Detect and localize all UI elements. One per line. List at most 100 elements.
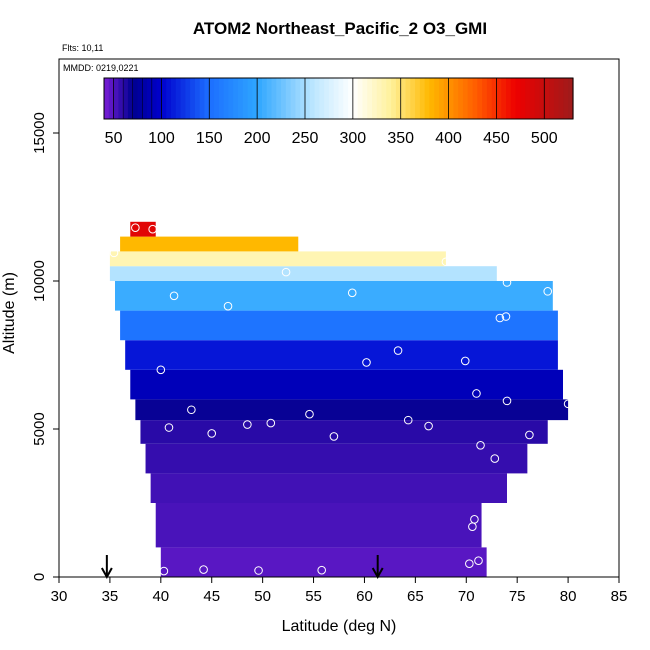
flight-point-33 bbox=[543, 287, 553, 296]
colorbar-segment-17 bbox=[185, 78, 191, 119]
colorbar-segment-52 bbox=[352, 78, 359, 119]
flight-point-32 bbox=[502, 278, 512, 287]
colorbar-segment-95 bbox=[558, 78, 565, 119]
colorbar-segment-1 bbox=[108, 78, 115, 119]
x-axis-label: Latitude (deg N) bbox=[282, 618, 397, 635]
flight-point-26 bbox=[393, 346, 403, 355]
colorbar-segment-46 bbox=[324, 78, 330, 119]
y-axis-label: Altitude (m) bbox=[1, 272, 18, 354]
field-layer-1 bbox=[155, 503, 482, 548]
flight-point-36 bbox=[109, 248, 119, 258]
colorbar-segment-50 bbox=[343, 78, 349, 119]
colorbar-segment-57 bbox=[376, 78, 383, 119]
colorbar-tick-label-200: 200 bbox=[244, 130, 271, 147]
colorbar-segment-62 bbox=[400, 78, 407, 119]
colorbar-segment-87 bbox=[520, 78, 526, 119]
colorbar-segment-64 bbox=[410, 78, 416, 119]
field-layer-8 bbox=[120, 310, 558, 341]
flight-point-38 bbox=[148, 224, 157, 234]
colorbar-segment-25 bbox=[223, 78, 230, 119]
colorbar-segment-93 bbox=[549, 78, 555, 119]
flight-point-15 bbox=[329, 432, 339, 441]
x-tick-label-85: 85 bbox=[611, 588, 628, 605]
colorbar-segment-84 bbox=[506, 78, 512, 119]
flight-point-10 bbox=[525, 430, 534, 440]
flight-point-17 bbox=[424, 421, 433, 431]
colorbar-segment-29 bbox=[242, 78, 249, 119]
flight-point-23 bbox=[156, 365, 166, 375]
flight-point-37 bbox=[131, 223, 140, 233]
colorbar-tick-label-150: 150 bbox=[196, 130, 223, 147]
colorbar-segment-82 bbox=[496, 78, 502, 119]
field-layer-5 bbox=[135, 399, 569, 421]
field-layer-12 bbox=[120, 236, 299, 252]
plot-frame bbox=[58, 58, 620, 578]
colorbar-tick-label-50: 50 bbox=[105, 130, 123, 147]
ozone-field bbox=[109, 221, 569, 577]
flight-point-34 bbox=[281, 267, 291, 277]
chart-title: ATOM2 Northeast_Pacific_2 O3_GMI bbox=[193, 19, 487, 38]
field-layer-6 bbox=[130, 369, 564, 400]
colorbar-segment-45 bbox=[319, 78, 325, 119]
colorbar-segment-94 bbox=[553, 78, 560, 119]
x-tick-label-80: 80 bbox=[560, 588, 577, 605]
field-layer-4 bbox=[140, 420, 548, 444]
flight-point-27 bbox=[495, 313, 505, 323]
flight-point-22 bbox=[472, 389, 481, 398]
colorbar-segment-88 bbox=[525, 78, 531, 119]
colorbar-segment-12 bbox=[161, 78, 167, 119]
x-tick-label-30: 30 bbox=[51, 588, 68, 605]
colorbar-segment-56 bbox=[372, 78, 378, 119]
flight-point-35 bbox=[441, 257, 451, 267]
colorbar: 50 100 150 200 250 300 350 400 450 500 bbox=[103, 77, 574, 147]
colorbar-segment-63 bbox=[405, 78, 411, 119]
flight-point-16 bbox=[403, 415, 413, 425]
colorbar-segment-72 bbox=[448, 78, 454, 119]
colorbar-segment-79 bbox=[482, 78, 488, 119]
x-tick-label-75: 75 bbox=[509, 588, 526, 605]
colorbar-segment-76 bbox=[467, 78, 474, 119]
colorbar-segment-68 bbox=[429, 78, 435, 119]
colorbar-segment-18 bbox=[190, 78, 196, 119]
flight-point-2 bbox=[254, 566, 263, 575]
colorbar-segment-44 bbox=[314, 78, 320, 119]
colorbar-segment-96 bbox=[563, 78, 569, 119]
colorbar-segment-78 bbox=[477, 78, 483, 119]
colorbar-segment-27 bbox=[233, 78, 239, 119]
flight-point-20 bbox=[502, 396, 512, 406]
colorbar-segment-31 bbox=[252, 78, 258, 119]
flight-point-0 bbox=[159, 566, 169, 576]
field-layer-13 bbox=[130, 221, 156, 237]
flight-point-12 bbox=[207, 429, 217, 438]
flight-point-18 bbox=[187, 405, 196, 415]
x-tick-label-60: 60 bbox=[356, 588, 373, 605]
flight-point-28 bbox=[501, 312, 511, 321]
colorbar-segment-0 bbox=[104, 78, 110, 119]
colorbar-frame bbox=[103, 77, 574, 120]
y-axis: 0 5000 10000 15000 bbox=[31, 112, 59, 581]
flight-point-30 bbox=[169, 291, 179, 301]
x-tick-label-40: 40 bbox=[152, 588, 169, 605]
flight-point-3 bbox=[317, 565, 326, 575]
colorbar-segment-16 bbox=[180, 78, 186, 119]
colorbar-segment-49 bbox=[338, 78, 344, 119]
colorbar-segment-83 bbox=[501, 78, 507, 119]
colorbar-segment-24 bbox=[218, 78, 225, 119]
x-axis: 30 35 40 45 50 55 60 65 70 75 80 85 bbox=[51, 577, 628, 605]
field-layer-3 bbox=[145, 443, 528, 474]
colorbar-segment-58 bbox=[381, 78, 387, 119]
flight-point-21 bbox=[563, 399, 573, 409]
colorbar-segment-81 bbox=[491, 78, 498, 119]
flight-point-7 bbox=[470, 514, 479, 524]
colorbar-segment-55 bbox=[367, 78, 373, 119]
field-layer-11 bbox=[109, 251, 446, 267]
flight-point-31 bbox=[347, 288, 357, 298]
colorbar-segment-37 bbox=[281, 78, 287, 119]
colorbar-segment-70 bbox=[439, 78, 445, 119]
colorbar-segment-23 bbox=[214, 78, 220, 119]
flight-point-11 bbox=[164, 423, 174, 432]
colorbar-segment-71 bbox=[443, 78, 450, 119]
colorbar-segment-86 bbox=[515, 78, 521, 119]
x-tick-label-45: 45 bbox=[203, 588, 220, 605]
